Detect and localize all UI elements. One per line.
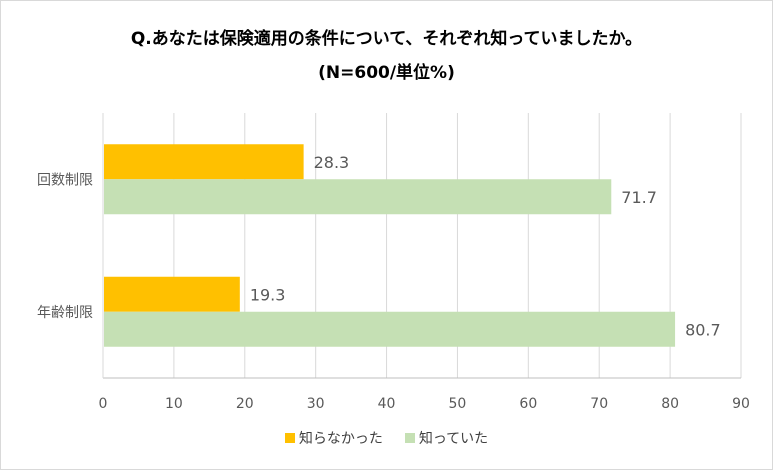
x-tick-label-10: 10 xyxy=(165,396,183,412)
legend-label-known: 知っていた xyxy=(418,431,489,447)
x-tick-label-20: 20 xyxy=(236,396,254,412)
bar-0-0 xyxy=(104,144,304,180)
legend-swatch-known xyxy=(404,433,415,443)
x-tick-label-60: 60 xyxy=(519,396,537,412)
x-tick-label-30: 30 xyxy=(307,396,325,412)
x-tick-label-80: 80 xyxy=(661,396,679,412)
category-label-1: 年齢制限 xyxy=(37,305,93,321)
x-tick-label-50: 50 xyxy=(449,396,467,412)
data-label-0-0: 28.3 xyxy=(314,153,350,172)
bar-1-1 xyxy=(104,311,676,347)
category-label-0: 回数制限 xyxy=(37,172,93,188)
x-tick-label-90: 90 xyxy=(732,396,750,412)
data-label-1-1: 80.7 xyxy=(685,320,721,339)
chart-subtitle: (N=600/単位%) xyxy=(318,63,455,83)
bar-0-1 xyxy=(104,179,612,215)
legend-swatch-unknown xyxy=(284,433,295,443)
x-tick-label-40: 40 xyxy=(378,396,396,412)
legend-item-unknown: 知らなかった xyxy=(284,428,383,448)
bar-1-0 xyxy=(104,276,240,312)
legend: 知らなかった 知っていた xyxy=(0,428,773,448)
legend-label-unknown: 知らなかった xyxy=(298,431,383,447)
chart-title: Q.あなたは保険適用の条件について、それぞれ知っていましたか。 xyxy=(130,29,643,49)
data-label-1-0: 19.3 xyxy=(250,285,286,304)
data-label-0-1: 71.7 xyxy=(621,188,657,207)
legend-item-known: 知っていた xyxy=(404,428,489,448)
x-tick-label-0: 0 xyxy=(99,396,108,412)
x-tick-label-70: 70 xyxy=(590,396,608,412)
